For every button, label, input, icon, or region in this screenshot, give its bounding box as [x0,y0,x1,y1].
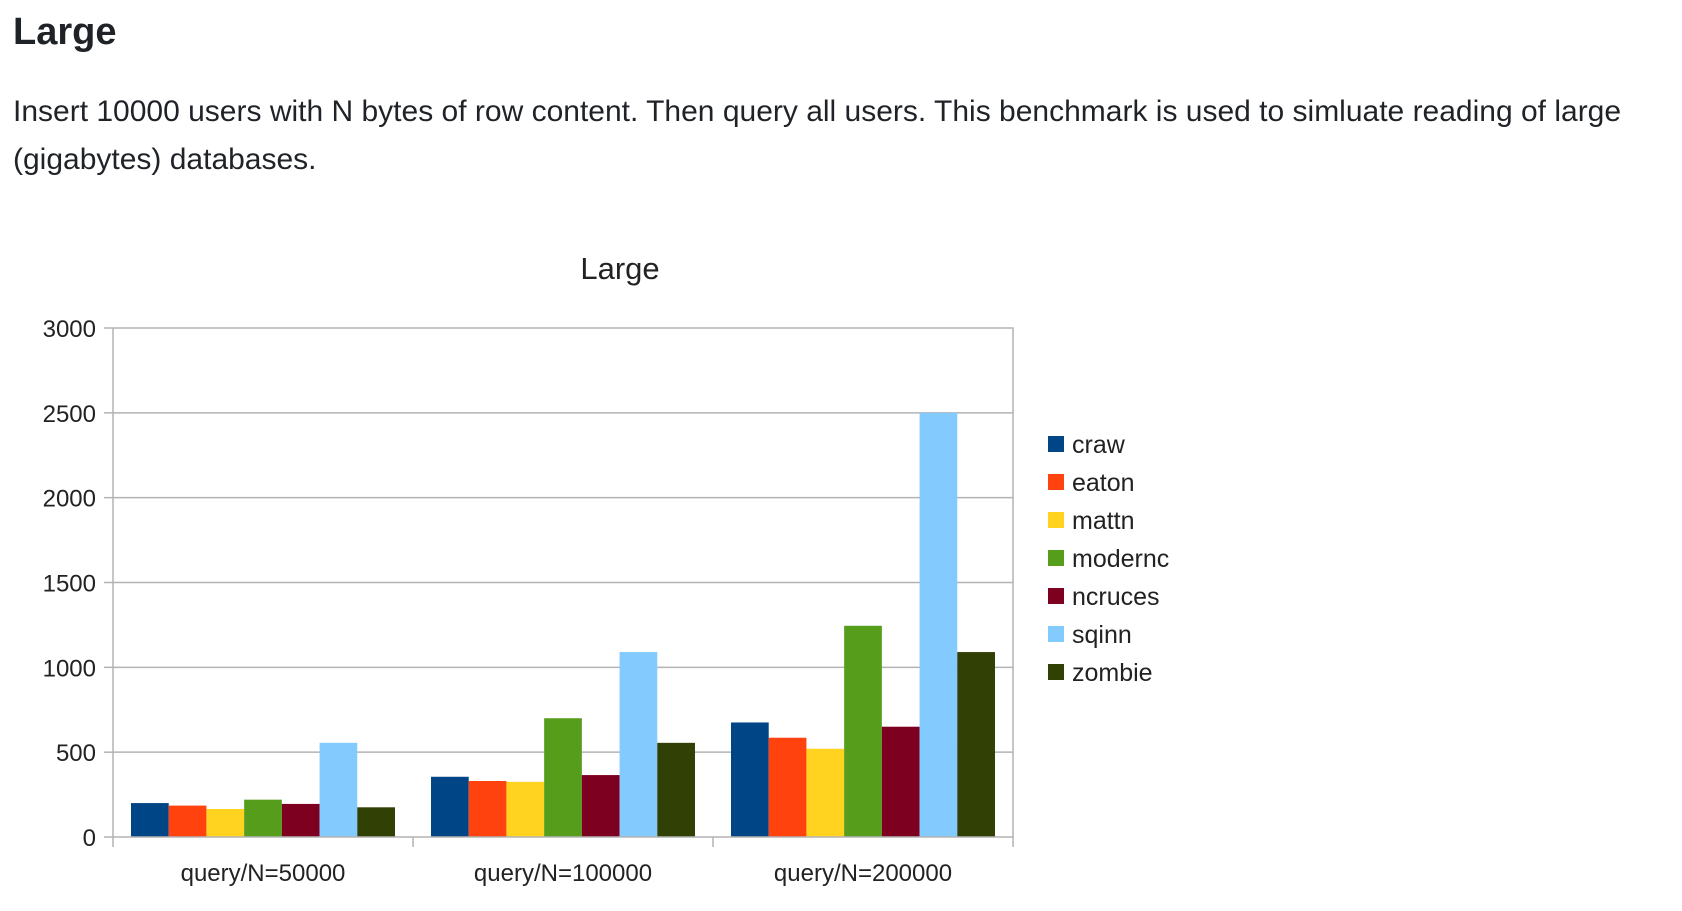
bar-zombie [957,652,995,837]
legend-label-eaton: eaton [1072,469,1135,497]
bar-ncruces [281,803,320,837]
bar-craw [131,803,169,837]
x-tick-label: query/N=100000 [474,860,652,887]
bar-craw [431,776,469,837]
legend: craw eaton mattn modernc ncruces sqinn zombie [1048,431,1169,687]
bar-ncruces [881,726,920,837]
axis-ticks: 0 500 1000 1500 2000 2500 3000 query/N=50000 que… [43,316,1014,887]
chart-title: Large [580,251,659,286]
y-tick-label: 1000 [43,655,96,682]
bar-eaton [168,805,207,837]
legend-swatch-craw [1048,436,1064,452]
y-tick-label: 500 [56,740,96,767]
bar-modernc [544,718,582,837]
bar-sqinn [919,412,958,837]
legend-swatch-zombie [1048,664,1064,680]
bar-zombie [357,807,395,837]
legend-label-zombie: zombie [1072,659,1153,687]
bar-mattn [506,781,545,837]
bar-mattn [206,809,245,837]
legend-swatch-ncruces [1048,588,1064,604]
legend-swatch-modernc [1048,550,1064,566]
x-tick-label: query/N=200000 [774,860,952,887]
bar-eaton [468,781,507,837]
section-heading: Large [13,11,117,53]
legend-swatch-mattn [1048,512,1064,528]
bar-modernc [844,625,882,837]
bar-ncruces [581,775,620,837]
bar-eaton [768,737,807,837]
y-tick-label: 3000 [43,316,96,343]
bar-zombie [657,742,695,837]
y-tick-label: 1500 [43,571,96,598]
legend-label-craw: craw [1072,431,1126,459]
y-tick-label: 2000 [43,486,96,513]
legend-label-mattn: mattn [1072,507,1135,535]
legend-label-modernc: modernc [1072,545,1169,573]
y-tick-label: 2500 [43,401,96,428]
bar-modernc [244,799,282,837]
intro-paragraph: Insert 10000 users with N bytes of row c… [13,95,1622,176]
bar-mattn [806,748,845,837]
y-tick-label: 0 [83,825,96,852]
legend-swatch-eaton [1048,474,1064,490]
bars [131,412,995,837]
legend-swatch-sqinn [1048,626,1064,642]
bar-craw [731,722,769,837]
legend-label-sqinn: sqinn [1072,621,1132,649]
bar-sqinn [619,652,658,837]
x-tick-label: query/N=50000 [181,860,346,887]
bar-sqinn [319,742,358,837]
legend-label-ncruces: ncruces [1072,583,1160,611]
